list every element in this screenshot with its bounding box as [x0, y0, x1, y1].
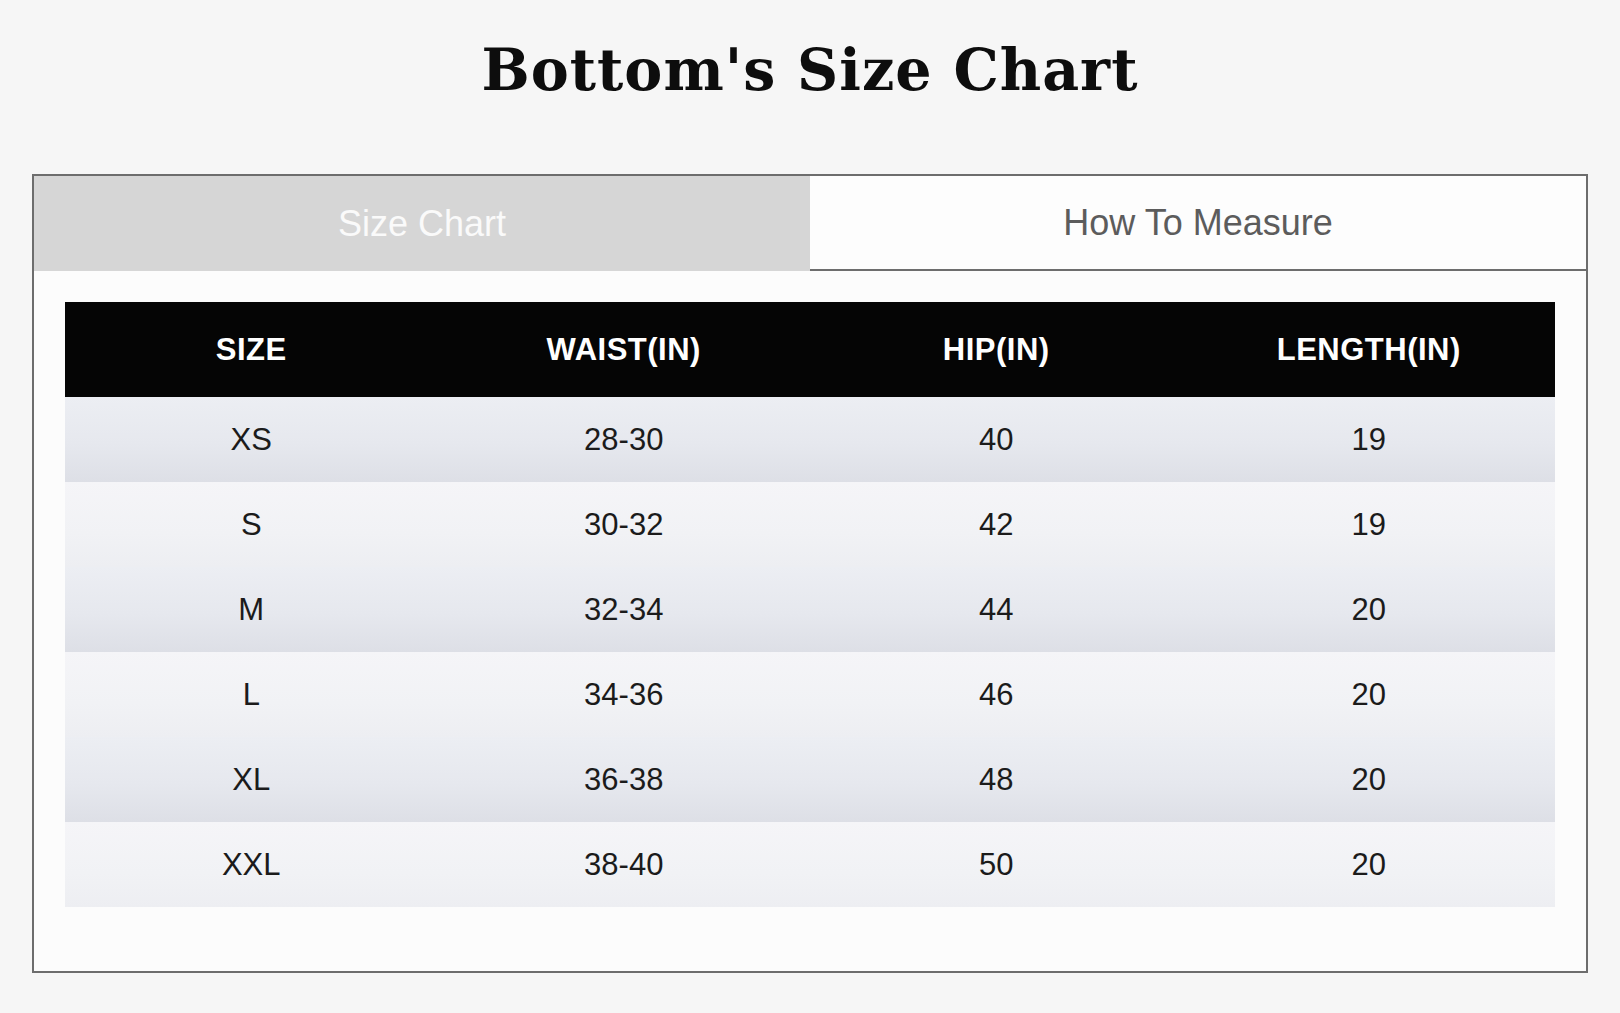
size-chart-panel: Size Chart How To Measure SIZE WAIST(IN)… [32, 174, 1588, 973]
cell-hip: 48 [810, 737, 1183, 822]
cell-length: 20 [1183, 822, 1556, 907]
cell-waist: 34-36 [438, 652, 811, 737]
table-row: XL 36-38 48 20 [65, 737, 1555, 822]
cell-size: S [65, 482, 438, 567]
table-row: XXL 38-40 50 20 [65, 822, 1555, 907]
tab-how-to-measure[interactable]: How To Measure [810, 176, 1586, 271]
cell-size: L [65, 652, 438, 737]
cell-waist: 30-32 [438, 482, 811, 567]
page-title: Bottom's Size Chart [0, 0, 1620, 138]
table-row: M 32-34 44 20 [65, 567, 1555, 652]
tab-bar: Size Chart How To Measure [34, 176, 1586, 271]
table-header-row: SIZE WAIST(IN) HIP(IN) LENGTH(IN) [65, 302, 1555, 397]
table-row: S 30-32 42 19 [65, 482, 1555, 567]
cell-length: 20 [1183, 652, 1556, 737]
table-row: XS 28-30 40 19 [65, 397, 1555, 482]
cell-hip: 40 [810, 397, 1183, 482]
cell-length: 20 [1183, 567, 1556, 652]
cell-hip: 44 [810, 567, 1183, 652]
cell-size: XL [65, 737, 438, 822]
cell-length: 20 [1183, 737, 1556, 822]
cell-size: XS [65, 397, 438, 482]
cell-waist: 38-40 [438, 822, 811, 907]
tab-size-chart[interactable]: Size Chart [34, 176, 810, 271]
cell-waist: 32-34 [438, 567, 811, 652]
table-container: SIZE WAIST(IN) HIP(IN) LENGTH(IN) XS 28-… [34, 271, 1586, 907]
table-row: L 34-36 46 20 [65, 652, 1555, 737]
col-header-size: SIZE [65, 302, 438, 397]
size-table: SIZE WAIST(IN) HIP(IN) LENGTH(IN) XS 28-… [65, 302, 1555, 907]
cell-waist: 28-30 [438, 397, 811, 482]
cell-size: XXL [65, 822, 438, 907]
col-header-length: LENGTH(IN) [1183, 302, 1556, 397]
cell-hip: 46 [810, 652, 1183, 737]
col-header-hip: HIP(IN) [810, 302, 1183, 397]
cell-hip: 42 [810, 482, 1183, 567]
cell-length: 19 [1183, 482, 1556, 567]
cell-waist: 36-38 [438, 737, 811, 822]
cell-hip: 50 [810, 822, 1183, 907]
cell-length: 19 [1183, 397, 1556, 482]
cell-size: M [65, 567, 438, 652]
col-header-waist: WAIST(IN) [438, 302, 811, 397]
